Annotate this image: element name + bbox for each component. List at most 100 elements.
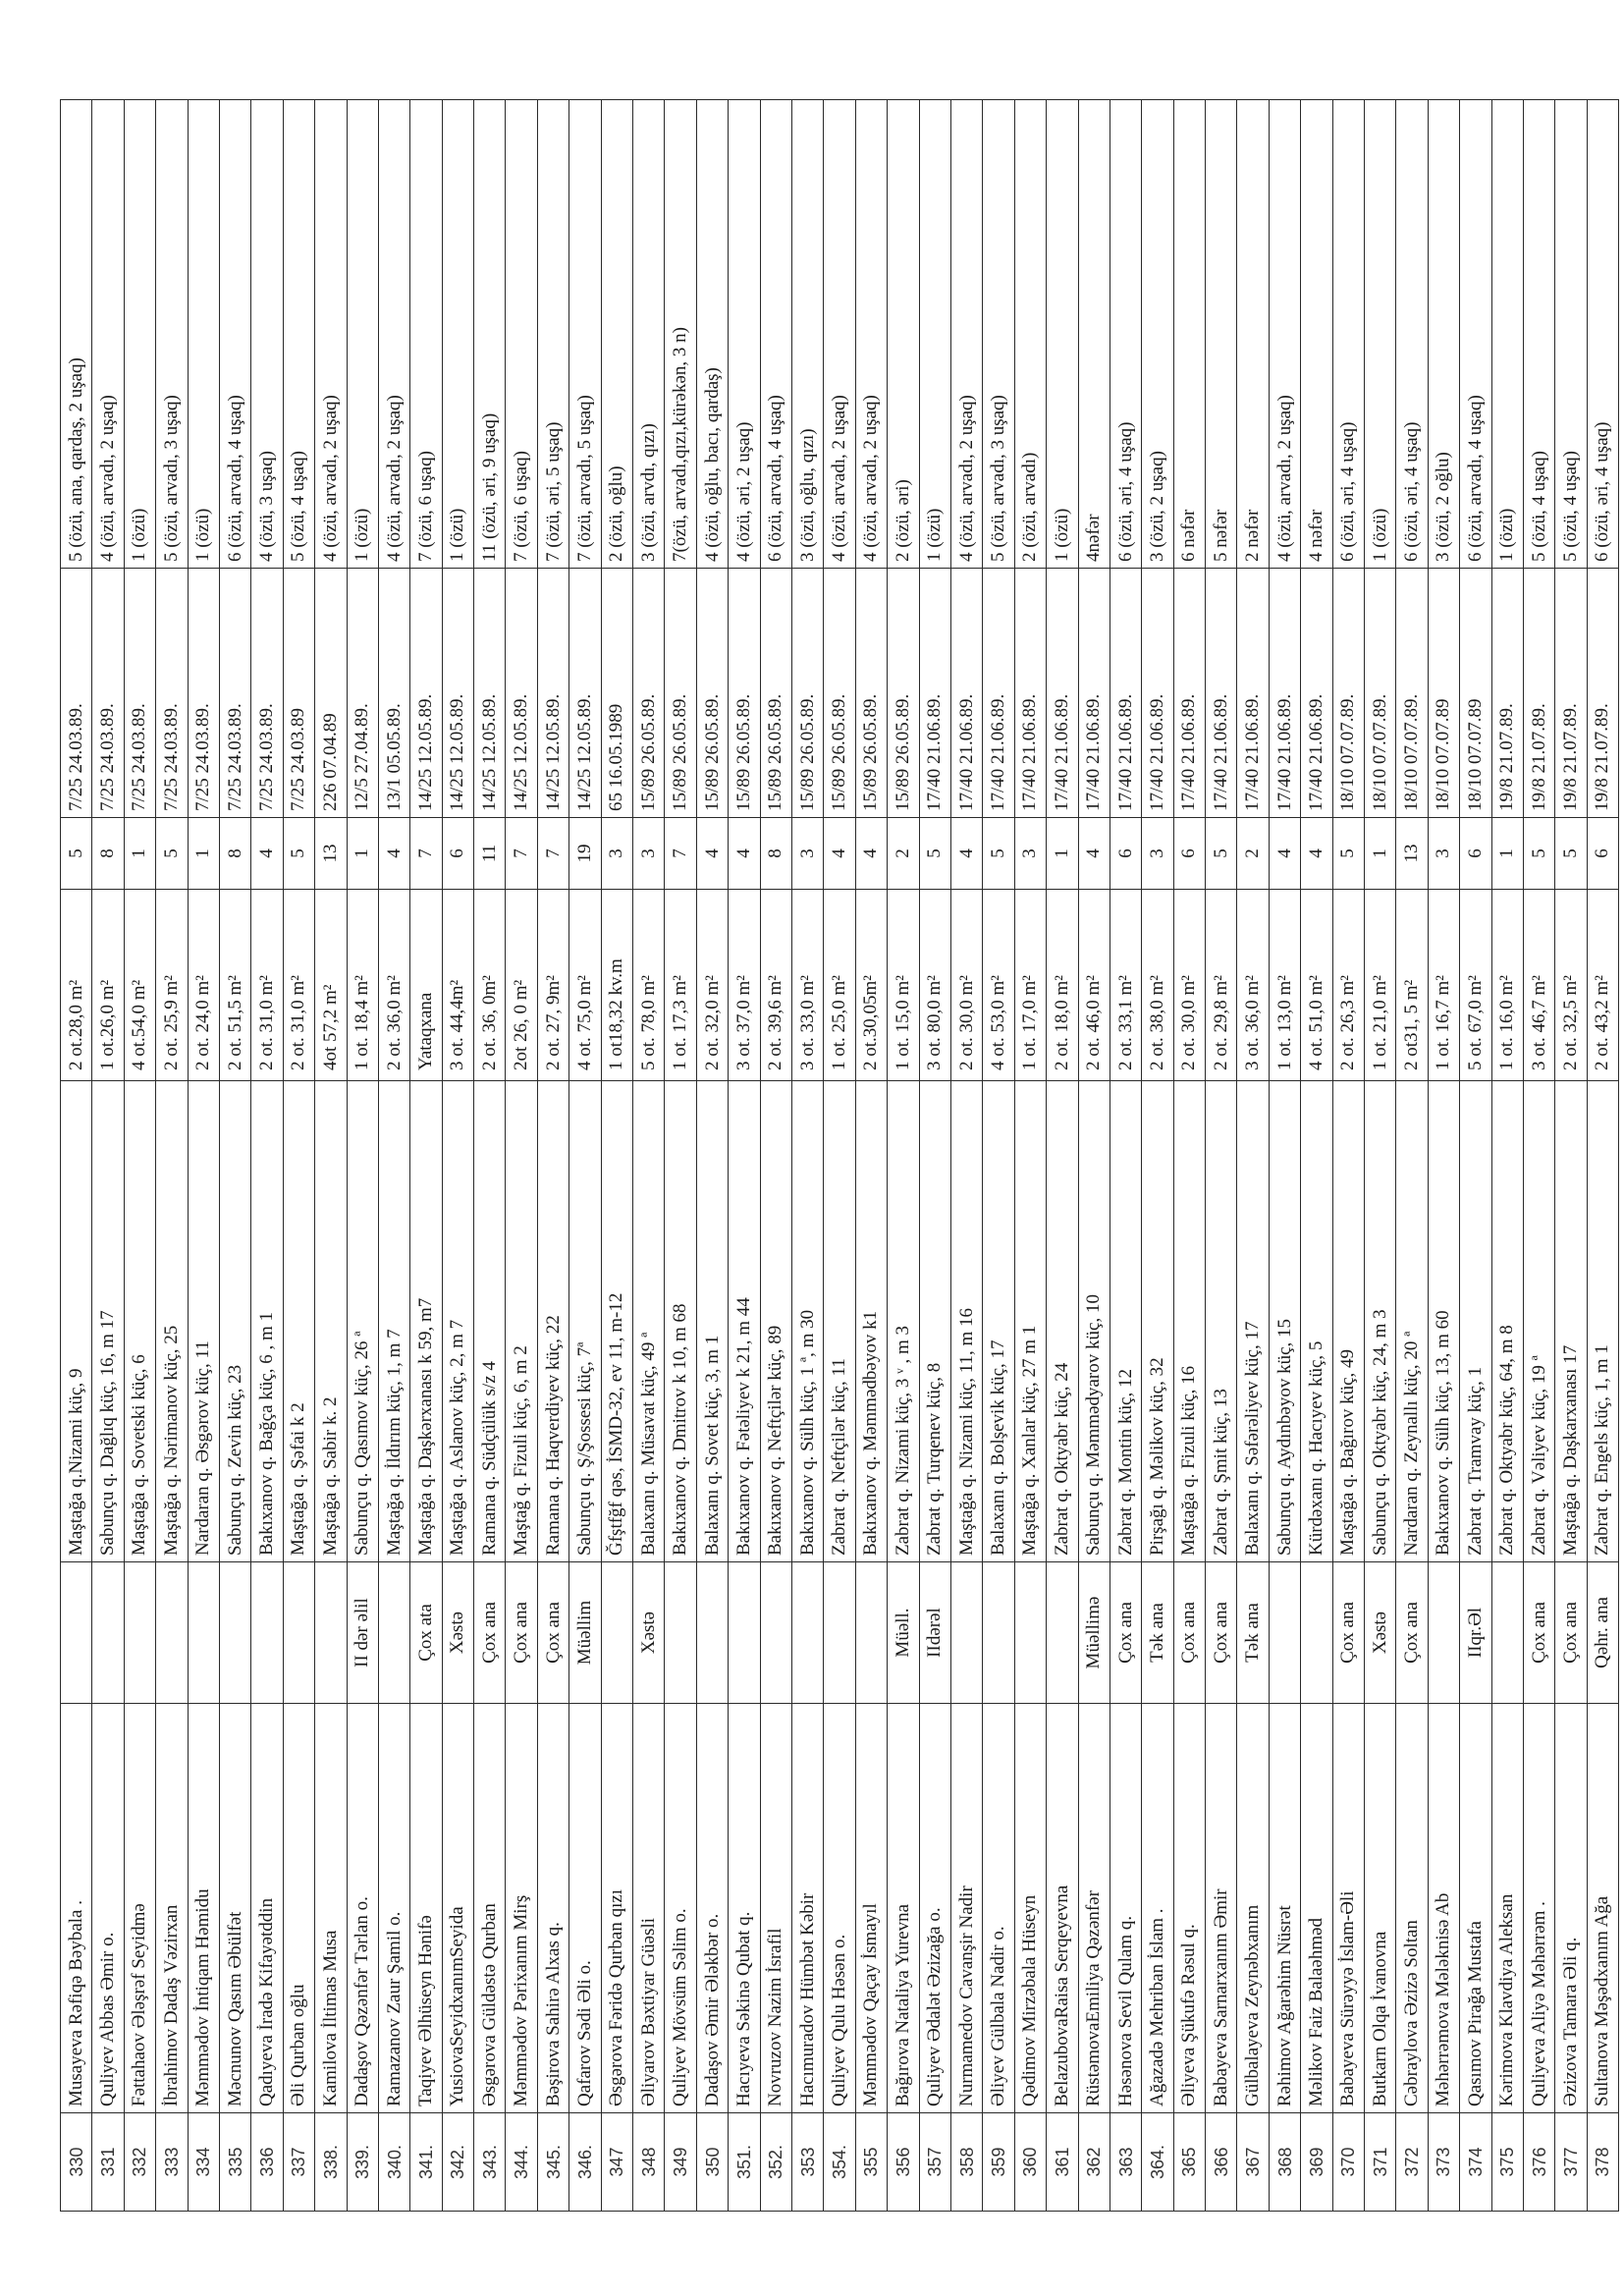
living-area-cell: 2 ot. 27, 9m² [537, 889, 569, 1081]
family-composition-cell: 4nəfər [1078, 99, 1110, 569]
status-cell [982, 1561, 1015, 1704]
status-cell: Müəll. [887, 1561, 920, 1704]
address-cell: Bakıxanov q. Dmitrov k 10, m 68 [664, 1080, 697, 1562]
family-composition-cell: 4 (özü, arvadı, 2 uşaq) [855, 99, 888, 569]
table-row: 338. Kamilova İltimas Musa Maştağa q. Sabi… [314, 99, 348, 2212]
count-cell: 1 [1364, 817, 1396, 890]
count-cell: 5 [155, 817, 189, 890]
name-cell: Məlikov Faiz Balaəhməd [1300, 1703, 1333, 2113]
address-cell: Zabrat q. Tramvay küç, 1 [1459, 1080, 1492, 1562]
living-area-cell: 2 ot. 38,0 m² [1141, 889, 1174, 1081]
decision-date-cell: 12/5 27.04.89. [347, 568, 379, 818]
count-cell: 3 [791, 817, 824, 890]
living-area-cell: 2 ot31, 5 m² [1395, 889, 1429, 1081]
living-area-cell: 3 ot. 33,0 m² [791, 889, 824, 1081]
decision-date-cell: 7/25 24.03.89. [91, 568, 125, 818]
decision-date-cell: 19/8 21.07.89. [1554, 568, 1588, 818]
name-cell: RüstəmovaEmiliya Qəzənfər [1078, 1703, 1110, 2113]
table-row: 344. Məmmədov Pərixanım Mirş Çox ana Maştağ… [505, 99, 538, 2212]
status-cell [1491, 1561, 1524, 1704]
living-area-cell: 2 ot. 31,0 m² [250, 889, 284, 1081]
address-cell: Maştağa q. Daşkərxanası k 59, m7 [409, 1080, 443, 1562]
count-cell: 3 [632, 817, 665, 890]
count-cell: 8 [219, 817, 251, 890]
table-row: 358 Nurmamedov Cavanşir Nadir Maştağa q. N… [950, 99, 983, 2212]
count-cell: 1 [1491, 817, 1524, 890]
name-cell: Hacımuradov Hümbət Kəbir [791, 1703, 824, 2113]
status-cell: Çox ana [1395, 1561, 1429, 1704]
address-cell: Zabrat q. Neftçilər küç, 11 [823, 1080, 856, 1562]
family-composition-cell: 4 (özü, əri, 2 uşaq) [728, 99, 761, 569]
table-row: 370 Babayeva Sürəyyə İslam-Əli Çox ana Maşt… [1332, 99, 1365, 2212]
decision-date-cell: 7/25 24.03.89. [219, 568, 251, 818]
living-area-cell: 1 ot. 25,0 m² [823, 889, 856, 1081]
status-cell [1300, 1561, 1333, 1704]
table-row: 378 Sultanova Məşədxanım Ağa Qəhr. ana Zabr… [1587, 99, 1619, 2212]
family-composition-cell: 4 (özü, arvadı, 2 uşaq) [91, 99, 125, 569]
status-cell [760, 1561, 792, 1704]
row-number-cell: 335 [219, 2112, 251, 2212]
table-row: 354. Quliyev Qulu Həsən o. Zabrat q. Neftç… [823, 99, 856, 2212]
name-cell: Musayeva Rəfiqə Bəybala . [60, 1703, 92, 2113]
count-cell: 1 [124, 817, 156, 890]
living-area-cell: 2 ot.30,05m² [855, 889, 888, 1081]
living-area-cell: 2ot 26, 0 m² [505, 889, 538, 1081]
family-composition-cell: 6 (özü, arvadı, 4 uşaq) [219, 99, 251, 569]
status-cell: Çox ana [1173, 1561, 1206, 1704]
status-cell [314, 1561, 348, 1704]
family-composition-cell: 3 (özü, arvdı, qızı) [632, 99, 665, 569]
living-area-cell: 1 ot. 17,0 m² [1014, 889, 1047, 1081]
family-composition-cell: 6 nəfər [1173, 99, 1206, 569]
status-cell: Çox ana [473, 1561, 506, 1704]
living-area-cell: 2 ot. 32,5 m² [1554, 889, 1588, 1081]
family-composition-cell: 1 (özü) [442, 99, 474, 569]
status-cell: Müəllim [568, 1561, 602, 1704]
row-number-cell: 368 [1269, 2112, 1301, 2212]
living-area-cell: 2 ot. 51,5 m² [219, 889, 251, 1081]
address-cell: Zabrat q. Turqenev küç, 8 [919, 1080, 951, 1562]
row-number-cell: 356 [887, 2112, 920, 2212]
table-row: 352. Novruzov Nazim İsrafil Bakıxanov q. N… [760, 99, 792, 2212]
status-cell [1014, 1561, 1047, 1704]
name-cell: Fəttahaov Ələşrəf Seyidmə [124, 1703, 156, 2113]
row-number-cell: 332 [124, 2112, 156, 2212]
address-cell: Bakıxanov q. Sülh küç, 13, m 60 [1428, 1080, 1460, 1562]
decision-date-cell: 7/25 24.03.89. [60, 568, 92, 818]
table-row: 377 Əzizova Tamara Əli q. Çox ana Maştağa q… [1554, 99, 1588, 2212]
name-cell: Nurmamedov Cavanşir Nadir [950, 1703, 983, 2113]
row-number-cell: 360 [1014, 2112, 1047, 2212]
address-cell: Maştağa q. Nizami küç, 11, m 16 [950, 1080, 983, 1562]
count-cell: 11 [473, 817, 506, 890]
decision-date-cell: 17/40 21.06.89. [1078, 568, 1110, 818]
row-number-cell: 375 [1491, 2112, 1524, 2212]
table-row: 343. Əsgərova Güldəstə Qurban Çox ana Raman… [473, 99, 506, 2212]
name-cell: Həsənova Sevil Qulam q. [1110, 1703, 1142, 2113]
name-cell: Məhərrəmova Mələknisə Ab [1428, 1703, 1460, 2113]
row-number-cell: 347 [601, 2112, 633, 2212]
status-cell: Çox ana [1110, 1561, 1142, 1704]
family-composition-cell: 4 (özü, arvadı, 2 uşaq) [950, 99, 983, 569]
table-row: 353 Hacımuradov Hümbət Kəbir Bakıxanov q. … [791, 99, 824, 2212]
living-area-cell: 4 ot. 53,0 m² [982, 889, 1015, 1081]
row-number-cell: 361 [1046, 2112, 1078, 2212]
table-row: 334 Məmmədov İntiqam Həmidu Nardaran q. Əs… [188, 99, 220, 2212]
row-number-cell: 358 [950, 2112, 983, 2212]
living-area-cell: 2 ot. 36, 0m² [473, 889, 506, 1081]
living-area-cell: 5 ot. 78,0 m² [632, 889, 665, 1081]
status-cell [250, 1561, 284, 1704]
count-cell: 4 [1269, 817, 1301, 890]
family-composition-cell: 4 (özü, 3 uşaq) [250, 99, 284, 569]
name-cell: Ramazanov Zaur Şamil o. [378, 1703, 410, 2113]
name-cell: Rəhimov Ağarəhim Nüsrət [1269, 1703, 1301, 2113]
name-cell: Quliyev Ədalət Əzizağa o. [919, 1703, 951, 2113]
family-composition-cell: 4 (özü, arvadı, 2 uşaq) [378, 99, 410, 569]
decision-date-cell: 14/25 12.05.89. [568, 568, 602, 818]
decision-date-cell: 7/25 24.03.89. [155, 568, 189, 818]
table-row: 346. Qafarov Sədi Əli o. Müəllim Sabunçu q.… [568, 99, 602, 2212]
name-cell: Əzizova Tamara Əli q. [1554, 1703, 1588, 2113]
row-number-cell: 350 [696, 2112, 729, 2212]
status-cell [60, 1561, 92, 1704]
table-row: 345. Bəşirova Sahirə Alxas q. Çox ana Raman… [537, 99, 569, 2212]
name-cell: Əliyarov Bəxtiyar Güəsli [632, 1703, 665, 2113]
